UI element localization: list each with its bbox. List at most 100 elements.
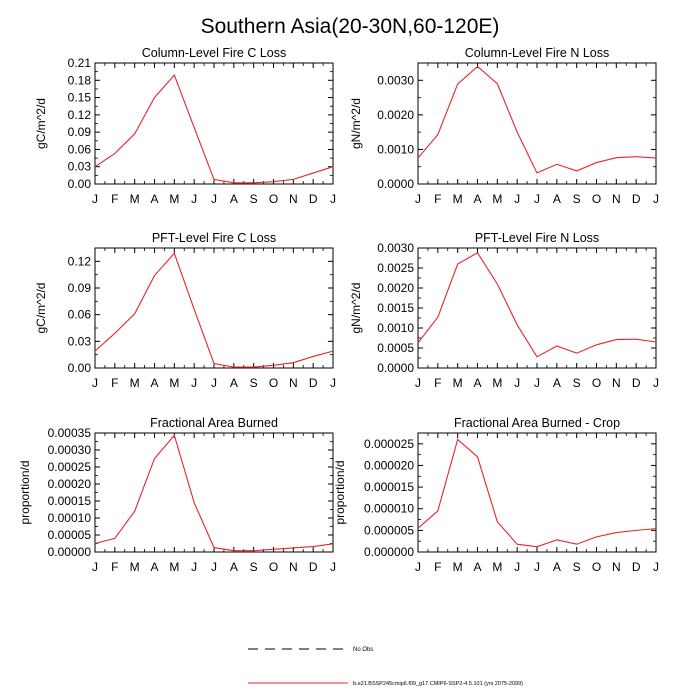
data-point: [595, 161, 597, 163]
x-tick-label: J: [514, 560, 520, 574]
panel-title: Fractional Area Burned: [150, 416, 278, 430]
data-point: [252, 182, 254, 184]
x-tick-label: M: [169, 192, 179, 206]
x-tick-label: J: [330, 560, 336, 574]
data-point: [655, 341, 657, 343]
legend: No Obs b.e21.BSSP245cmip6.f09_g17.CMIP6-…: [248, 647, 523, 687]
y-tick-label: 0.00015: [48, 494, 92, 508]
series-line-model: [94, 74, 334, 184]
data-point: [595, 536, 597, 538]
y-tick-label: 0.0010: [377, 321, 414, 335]
data-point: [476, 252, 478, 254]
x-tick-label: O: [269, 560, 278, 574]
x-tick-label: J: [330, 376, 336, 390]
y-tick-label: 0.03: [68, 160, 92, 174]
x-tick-label: S: [250, 192, 258, 206]
x-tick-label: A: [553, 560, 561, 574]
y-tick-label: 0.000010: [364, 502, 414, 516]
data-point: [213, 178, 215, 180]
y-tick-label: 0.21: [68, 56, 92, 70]
x-tick-label: J: [211, 560, 217, 574]
data-point: [312, 545, 314, 547]
x-tick-label: F: [111, 376, 118, 390]
x-tick-label: J: [415, 192, 421, 206]
x-tick-label: N: [612, 376, 621, 390]
data-point: [575, 352, 577, 354]
plot-frame: [94, 62, 334, 185]
x-tick-label: M: [453, 560, 463, 574]
x-tick-label: J: [92, 192, 98, 206]
data-point: [516, 131, 518, 133]
data-point: [516, 324, 518, 326]
x-tick-label: J: [653, 192, 659, 206]
x-tick-label: N: [612, 560, 621, 574]
x-tick-label: A: [473, 376, 481, 390]
data-point: [437, 510, 439, 512]
y-axis-label: proportion/d: [18, 460, 32, 524]
x-tick-label: S: [250, 376, 258, 390]
y-tick-label: 0.18: [68, 73, 92, 87]
x-tick-label: A: [230, 376, 238, 390]
x-tick-label: S: [250, 560, 258, 574]
data-point: [332, 350, 334, 352]
data-point: [635, 529, 637, 531]
x-tick-label: M: [492, 192, 502, 206]
y-tick-label: 0.06: [68, 308, 92, 322]
x-tick-label: S: [573, 376, 581, 390]
x-tick-label: N: [289, 192, 298, 206]
y-tick-label: 0.03: [68, 334, 92, 348]
y-axis-label: gN/m^2/d: [349, 98, 363, 149]
y-tick-label: 0.00: [68, 177, 92, 191]
data-point: [312, 355, 314, 357]
data-point: [556, 345, 558, 347]
x-tick-label: A: [230, 192, 238, 206]
y-tick-label: 0.06: [68, 142, 92, 156]
series-line-model: [417, 65, 657, 174]
x-tick-label: F: [434, 192, 441, 206]
data-point: [496, 521, 498, 523]
x-tick-label: M: [453, 192, 463, 206]
plot-frame: [94, 247, 334, 369]
y-tick-label: 0.00030: [48, 443, 92, 457]
series-line-model: [417, 438, 657, 548]
legend-obs-label: No Obs: [353, 647, 373, 653]
y-tick-label: 0.15: [68, 91, 92, 105]
x-tick-label: D: [309, 376, 318, 390]
data-point: [94, 542, 96, 544]
data-point: [114, 332, 116, 334]
x-tick-label: A: [150, 376, 158, 390]
x-tick-label: A: [553, 192, 561, 206]
data-point: [417, 342, 419, 344]
y-tick-label: 0.0000: [377, 177, 414, 191]
x-tick-label: O: [592, 376, 601, 390]
plot-frame: [94, 432, 334, 553]
data-point: [292, 547, 294, 549]
data-point: [193, 502, 195, 504]
data-point: [556, 163, 558, 165]
plot-frame: [417, 432, 657, 553]
x-tick-label: O: [592, 192, 601, 206]
x-tick-label: D: [632, 192, 641, 206]
data-point: [233, 549, 235, 551]
data-point: [615, 157, 617, 159]
data-point: [635, 155, 637, 157]
y-tick-label: 0.0005: [377, 341, 414, 355]
data-point: [173, 74, 175, 76]
data-point: [417, 157, 419, 159]
x-tick-label: M: [130, 560, 140, 574]
x-tick-label: J: [92, 376, 98, 390]
y-tick-label: 0.000015: [364, 480, 414, 494]
data-point: [133, 133, 135, 135]
y-tick-label: 0.000025: [364, 437, 414, 451]
x-tick-label: J: [653, 560, 659, 574]
data-point: [193, 308, 195, 310]
x-tick-label: O: [269, 376, 278, 390]
y-tick-label: 0.0010: [377, 142, 414, 156]
x-tick-label: M: [492, 560, 502, 574]
data-point: [114, 537, 116, 539]
data-point: [153, 96, 155, 98]
